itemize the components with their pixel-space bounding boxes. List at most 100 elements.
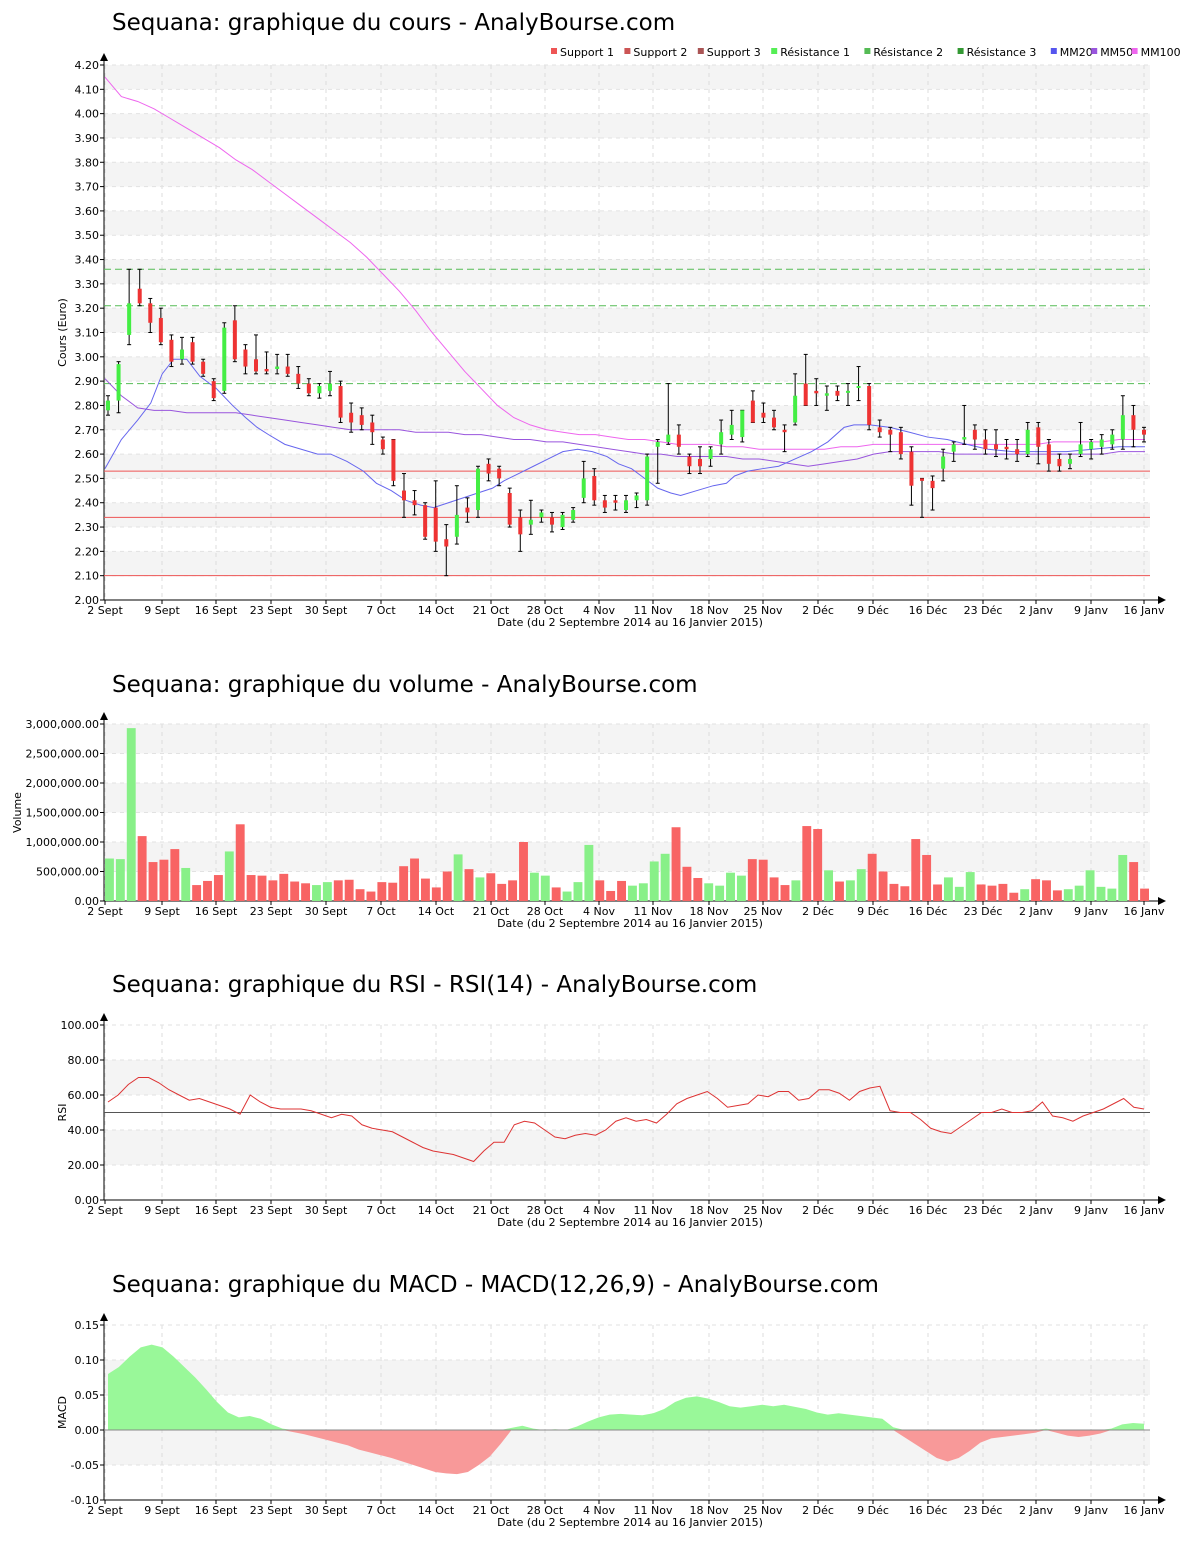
volume-x-arrow	[1158, 897, 1166, 905]
candle-body	[602, 500, 607, 508]
volume-ytick-label: 2,000,000.00	[26, 777, 99, 790]
volume-ytick-label: 0.00	[75, 895, 100, 908]
volume-bar	[1052, 890, 1062, 901]
volume-bar	[344, 879, 354, 901]
candle-body	[1110, 434, 1115, 445]
legend-label: Support 3	[707, 46, 761, 59]
volume-bar	[736, 875, 746, 901]
price-ytick-label: 3.80	[75, 156, 100, 169]
macd-xtick-label: 25 Nov	[744, 1504, 783, 1517]
volume-bar	[1063, 889, 1073, 901]
candle-body	[158, 317, 163, 343]
price-band	[104, 308, 1150, 333]
rsi-xtick-label: 9 Sept	[144, 1204, 180, 1217]
macd-xtick-label: 16 Janv	[1124, 1504, 1165, 1517]
candle-body	[983, 439, 988, 450]
candle-body	[1068, 458, 1072, 464]
candle-body	[137, 288, 142, 304]
volume-ytick-label: 1,000,000.00	[26, 836, 99, 849]
price-ytick-label: 2.70	[75, 424, 100, 437]
price-ytick-label: 3.00	[75, 351, 100, 364]
volume-bar	[170, 849, 180, 901]
candle-body	[391, 439, 396, 481]
legend-swatch	[697, 48, 704, 54]
volume-xtick-label: 11 Nov	[634, 905, 673, 918]
volume-bar	[540, 875, 550, 901]
volume-bar	[1074, 885, 1084, 901]
macd-xtick-label: 23 Déc	[964, 1504, 1003, 1517]
volume-y-arrow	[100, 712, 108, 720]
volume-bar	[824, 870, 834, 901]
rsi-xtick-label: 18 Nov	[690, 1204, 729, 1217]
volume-bar	[998, 883, 1008, 901]
volume-xtick-label: 2 Janv	[1019, 905, 1053, 918]
volume-bar	[203, 880, 212, 901]
volume-bar	[954, 886, 964, 901]
price-xtick-label: 21 Oct	[473, 604, 510, 617]
volume-bar	[747, 859, 757, 901]
candle-body	[380, 439, 385, 450]
candle-body	[201, 361, 206, 374]
legend-swatch	[1091, 48, 1098, 54]
legend-label: Support 2	[633, 46, 687, 59]
price-band	[104, 210, 1150, 236]
price-ytick-label: 2.10	[75, 570, 100, 583]
volume-bar	[420, 878, 430, 901]
macd-y-axis-label: MACD	[56, 1396, 69, 1429]
volume-bar	[693, 877, 703, 901]
candle-body	[698, 458, 702, 467]
macd-xtick-label: 9 Déc	[857, 1504, 889, 1517]
volume-bar	[835, 881, 844, 901]
volume-band	[104, 783, 1150, 813]
volume-xtick-label: 14 Oct	[418, 905, 455, 918]
candle-body	[846, 390, 850, 393]
candle-body	[180, 349, 184, 360]
volume-xtick-label: 23 Sept	[250, 905, 293, 918]
volume-xtick-label: 16 Janv	[1124, 905, 1165, 918]
candle-body	[1004, 446, 1009, 450]
volume-band	[104, 842, 1150, 872]
volume-bar	[148, 862, 158, 901]
volume-bar	[355, 889, 365, 901]
volume-ytick-label: 2,500,000.00	[26, 748, 99, 761]
price-ytick-label: 4.00	[75, 108, 100, 121]
legend-swatch	[771, 48, 778, 54]
volume-bar	[628, 885, 637, 901]
candle-body	[782, 429, 787, 433]
volume-bar	[1085, 870, 1095, 901]
price-xtick-label: 7 Oct	[366, 604, 396, 617]
price-xtick-label: 9 Sept	[144, 604, 180, 617]
candle-body	[687, 456, 692, 467]
volume-bar	[312, 885, 321, 901]
price-xtick-label: 25 Nov	[744, 604, 783, 617]
volume-bar	[268, 880, 278, 901]
price-ytick-label: 3.50	[75, 229, 100, 242]
volume-bar	[802, 826, 812, 901]
candle-body	[824, 393, 829, 396]
price-ytick-label: 2.30	[75, 521, 100, 534]
rsi-x-axis-label: Date (du 2 Septembre 2014 au 16 Janvier …	[497, 1216, 763, 1229]
candle-body	[1078, 444, 1083, 455]
price-xtick-label: 23 Sept	[250, 604, 293, 617]
volume-bar	[410, 858, 419, 901]
legend-swatch	[957, 48, 964, 54]
price-ytick-label: 2.60	[75, 448, 100, 461]
volume-bar	[1031, 879, 1041, 901]
volume-xtick-label: 4 Nov	[583, 905, 615, 918]
candle-body	[1099, 439, 1104, 447]
legend-label: Résistance 2	[873, 46, 943, 59]
macd-ytick-label: -0.05	[71, 1459, 99, 1472]
volume-bar	[791, 880, 801, 901]
rsi-xtick-label: 2 Janv	[1019, 1204, 1053, 1217]
candle-body	[476, 468, 480, 511]
rsi-ytick-label: 40.00	[68, 1124, 100, 1137]
volume-bar	[715, 885, 725, 901]
volume-bar	[617, 880, 626, 901]
volume-bar	[1009, 892, 1019, 901]
volume-bar	[671, 827, 681, 901]
price-xtick-label: 9 Déc	[857, 604, 889, 617]
candle-body	[1057, 458, 1062, 467]
macd-ytick-label: 0.15	[75, 1319, 100, 1332]
volume-bar	[301, 883, 311, 901]
volume-bar	[213, 875, 223, 901]
